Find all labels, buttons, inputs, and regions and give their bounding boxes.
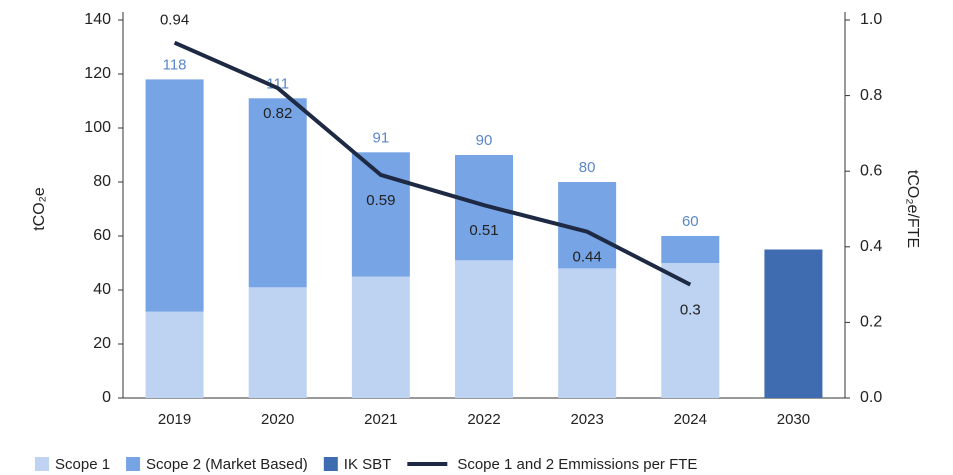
x-tick-label: 2030 bbox=[777, 411, 810, 428]
x-tick-label: 2019 bbox=[158, 411, 191, 428]
y-tick-label: 80 bbox=[93, 173, 111, 190]
line-value-label: 0.3 bbox=[680, 302, 701, 319]
y-tick-label: 0 bbox=[102, 389, 111, 406]
legend-label: Scope 2 (Market Based) bbox=[146, 456, 308, 473]
bar bbox=[248, 287, 307, 398]
line-value-label: 0.94 bbox=[160, 12, 189, 29]
y2-tick-label: 0.2 bbox=[860, 314, 882, 331]
bar bbox=[558, 268, 617, 398]
legend-label: Scope 1 and 2 Emmissions per FTE bbox=[457, 456, 697, 473]
y2-tick-label: 0.8 bbox=[860, 87, 882, 104]
bar bbox=[145, 311, 204, 398]
y2-tick-label: 0.0 bbox=[860, 389, 882, 406]
total-label: 60 bbox=[682, 213, 699, 230]
x-tick-label: 2022 bbox=[467, 411, 500, 428]
y-axis-label: tCO₂e bbox=[31, 187, 48, 231]
legend-swatch bbox=[126, 457, 141, 471]
bar bbox=[455, 155, 513, 261]
total-label: 80 bbox=[579, 159, 596, 176]
bar bbox=[351, 152, 410, 277]
line-value-label: 0.59 bbox=[366, 192, 395, 209]
bar bbox=[351, 276, 410, 398]
y2-tick-label: 1.0 bbox=[860, 11, 882, 28]
bar bbox=[661, 236, 720, 263]
legend-label: Scope 1 bbox=[55, 456, 110, 473]
y2-tick-label: 0.4 bbox=[860, 238, 882, 255]
line-value-label: 0.44 bbox=[573, 249, 602, 266]
y-tick-label: 20 bbox=[93, 335, 111, 352]
line-value-label: 0.82 bbox=[263, 105, 292, 122]
y-tick-label: 60 bbox=[93, 227, 111, 244]
bar bbox=[248, 98, 307, 288]
total-label: 118 bbox=[163, 56, 187, 73]
x-tick-label: 2020 bbox=[261, 411, 294, 428]
x-tick-label: 2024 bbox=[674, 411, 707, 428]
legend-swatch bbox=[35, 457, 49, 471]
bar bbox=[764, 249, 823, 398]
y2-axis-label: tCO₂e/FTE bbox=[904, 170, 921, 248]
bar bbox=[455, 260, 513, 398]
bar bbox=[145, 79, 204, 312]
y2-tick-label: 0.6 bbox=[860, 162, 882, 179]
total-label: 91 bbox=[373, 129, 390, 146]
x-tick-label: 2023 bbox=[570, 411, 603, 428]
y-tick-label: 40 bbox=[93, 281, 111, 298]
total-label: 90 bbox=[476, 132, 493, 149]
line-value-label: 0.51 bbox=[469, 222, 498, 239]
y-tick-label: 140 bbox=[84, 11, 111, 28]
y-tick-label: 100 bbox=[84, 119, 111, 136]
bar bbox=[661, 263, 720, 398]
legend-swatch bbox=[323, 457, 338, 471]
x-tick-label: 2021 bbox=[364, 411, 397, 428]
line bbox=[173, 40, 692, 287]
legend-label: IK SBT bbox=[344, 456, 392, 473]
y-tick-label: 120 bbox=[84, 65, 111, 82]
total-label: 111 bbox=[266, 75, 289, 92]
